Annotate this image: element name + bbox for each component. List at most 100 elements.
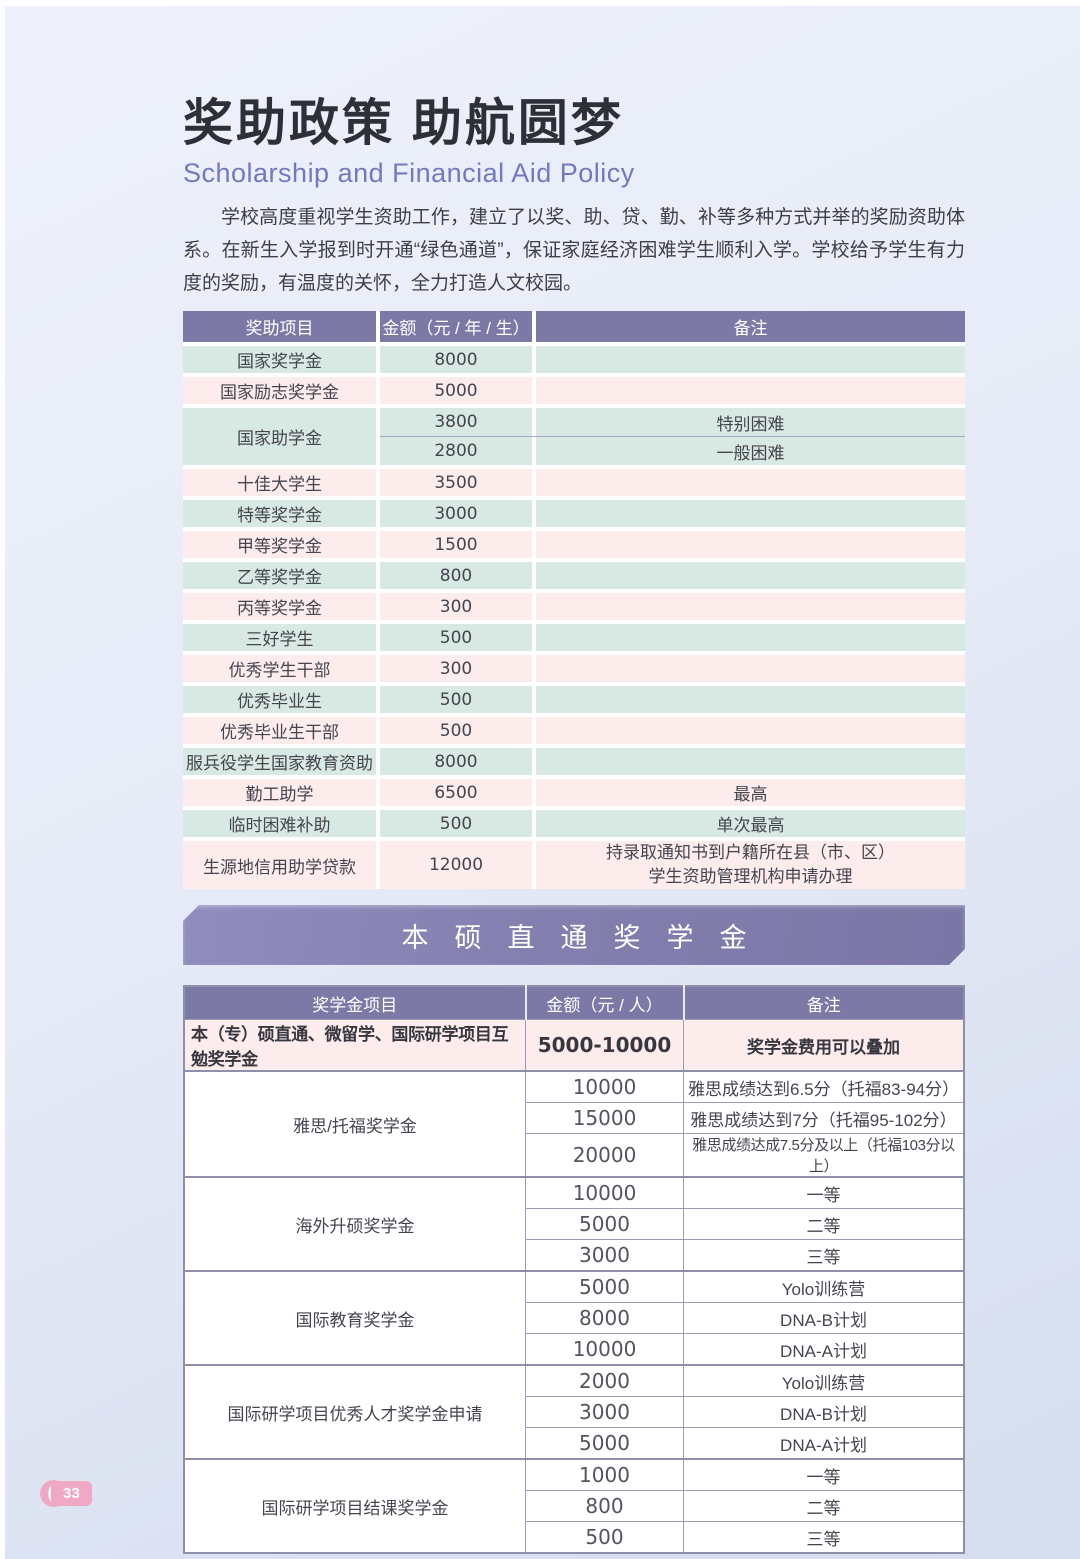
cell-note: DNA-A计划 (683, 1333, 965, 1366)
aid-amount: 500 (380, 717, 532, 744)
aid-note (536, 346, 965, 373)
table-row: 乙等奖学金 800 (183, 562, 965, 589)
aid-amount: 800 (380, 562, 532, 589)
cell-amount: 15000 (525, 1102, 684, 1134)
cell-item: 国际研学项目结课奖学金 (183, 1458, 526, 1554)
cell-item: 国际教育奖学金 (183, 1270, 526, 1366)
table-row: 国家励志奖学金 5000 (183, 377, 965, 404)
aid-amount: 3800 (380, 408, 532, 436)
page-left-edge (0, 0, 5, 1559)
aid-table-header-row: 奖助项目 金额（元 / 年 / 生） 备注 (183, 311, 965, 342)
cell-amount: 10000 (525, 1070, 684, 1103)
table-row: 500 三等 (184, 1521, 965, 1554)
cell-amount: 3000 (525, 1239, 684, 1272)
aid-note: 最高 (536, 779, 965, 806)
cell-amount: 20000 (525, 1133, 684, 1178)
cell-item: 本（专）硕直通、微留学、国际研学项目互勉奖学金 (183, 1019, 526, 1072)
aid-item: 勤工助学 (183, 779, 376, 806)
cell-note: 二等 (683, 1490, 965, 1522)
aid-note: 特别困难 (536, 408, 965, 436)
aid-note (536, 686, 965, 713)
aid-note (536, 562, 965, 589)
aid-amount: 500 (380, 624, 532, 651)
aid-note: 单次最高 (536, 810, 965, 837)
table-row: 丙等奖学金 300 (183, 593, 965, 620)
cell-note: 雅思成绩达到7分（托福95-102分） (683, 1102, 965, 1134)
cell-note: 一等 (683, 1176, 965, 1209)
table-row: 3000 三等 (184, 1239, 965, 1272)
table-subrow: 3800 特别困难 (380, 408, 965, 436)
cell-note: 奖学金费用可以叠加 (683, 1019, 965, 1072)
aid-note (536, 531, 965, 558)
cell-note: DNA-B计划 (683, 1396, 965, 1428)
aid-note (536, 469, 965, 496)
table-row: 勤工助学 6500 最高 (183, 779, 965, 806)
cell-amount: 500 (525, 1521, 684, 1554)
aid-item: 优秀毕业生干部 (183, 717, 376, 744)
aid-item: 国家奖学金 (183, 346, 376, 373)
aid-header-note: 备注 (536, 311, 965, 342)
aid-item: 优秀学生干部 (183, 655, 376, 682)
scholarship-header-note: 备注 (682, 985, 965, 1020)
aid-amount: 300 (380, 593, 532, 620)
cell-note: DNA-A计划 (683, 1427, 965, 1460)
cell-note: Yolo训练营 (683, 1364, 965, 1397)
cell-amount: 10000 (525, 1176, 684, 1209)
aid-note: 一般困难 (536, 437, 965, 465)
intro-paragraph: 学校高度重视学生资助工作，建立了以奖、助、贷、勤、补等多种方式并举的奖励资助体系… (183, 207, 965, 294)
aid-amount: 3500 (380, 469, 532, 496)
cell-amount: 3000 (525, 1396, 684, 1428)
cell-note: 三等 (683, 1239, 965, 1272)
cell-item: 海外升硕奖学金 (183, 1176, 526, 1272)
table-row: 三好学生 500 (183, 624, 965, 651)
banner-title: 本硕直通奖学金 (401, 922, 773, 953)
page-content: 奖助政策 助航圆梦 Scholarship and Financial Aid … (183, 0, 965, 1554)
aid-amount: 3000 (380, 500, 532, 527)
scholarship-header-amount: 金额（元 / 人） (524, 985, 684, 1020)
page-number: 33 (51, 1481, 92, 1506)
cell-amount: 5000 (525, 1208, 684, 1240)
aid-amount: 6500 (380, 779, 532, 806)
aid-amount: 1500 (380, 531, 532, 558)
table-row-group: 国家助学金 3800 特别困难 2800 一般困难 (183, 408, 965, 465)
table-row: 15000 雅思成绩达到7分（托福95-102分） (184, 1102, 965, 1134)
table-row: 雅思/托福奖学金 10000 雅思成绩达到6.5分（托福83-94分） (183, 1070, 965, 1178)
cell-amount: 5000-10000 (525, 1019, 684, 1072)
table-row: 临时困难补助 500 单次最高 (183, 810, 965, 837)
aid-note (536, 655, 965, 682)
table-row: 3000 DNA-B计划 (184, 1396, 965, 1428)
scholarship-header-item: 奖学金项目 (183, 985, 526, 1020)
aid-header-amount: 金额（元 / 年 / 生） (380, 311, 532, 342)
section-banner: 本硕直通奖学金 (183, 905, 965, 965)
aid-item: 生源地信用助学贷款 (183, 841, 376, 889)
aid-amount: 8000 (380, 346, 532, 373)
table-row: 国家奖学金 8000 (183, 346, 965, 373)
table-row: 海外升硕奖学金 10000 一等 (183, 1176, 965, 1272)
aid-item: 十佳大学生 (183, 469, 376, 496)
table-row: 8000 DNA-B计划 (184, 1302, 965, 1334)
aid-note (536, 500, 965, 527)
aid-item: 国家助学金 (183, 408, 376, 465)
table-row: 服兵役学生国家教育资助 8000 (183, 748, 965, 775)
table-row: 国际教育奖学金 5000 Yolo训练营 (183, 1270, 965, 1366)
aid-item: 临时困难补助 (183, 810, 376, 837)
table-row: 生源地信用助学贷款 12000 持录取通知书到户籍所在县（市、区） 学生资助管理… (183, 841, 965, 889)
aid-item: 优秀毕业生 (183, 686, 376, 713)
table-row: 优秀学生干部 300 (183, 655, 965, 682)
table-row: 国际研学项目优秀人才奖学金申请 2000 Yolo训练营 (183, 1364, 965, 1460)
cell-note: 雅思成绩达成7.5分及以上（托福103分以上） (683, 1133, 965, 1178)
aid-header-item: 奖助项目 (183, 311, 376, 342)
table-row: 800 二等 (184, 1490, 965, 1522)
table-row: 十佳大学生 3500 (183, 469, 965, 496)
cell-note: 三等 (683, 1521, 965, 1554)
page-top-edge (0, 0, 1080, 6)
aid-item: 服兵役学生国家教育资助 (183, 748, 376, 775)
aid-amount: 300 (380, 655, 532, 682)
aid-amount: 5000 (380, 377, 532, 404)
aid-item: 三好学生 (183, 624, 376, 651)
aid-note: 持录取通知书到户籍所在县（市、区） 学生资助管理机构申请办理 (536, 841, 965, 889)
cell-amount: 5000 (525, 1427, 684, 1460)
cell-note: Yolo训练营 (683, 1270, 965, 1303)
cell-item: 国际研学项目优秀人才奖学金申请 (183, 1364, 526, 1460)
aid-item: 特等奖学金 (183, 500, 376, 527)
